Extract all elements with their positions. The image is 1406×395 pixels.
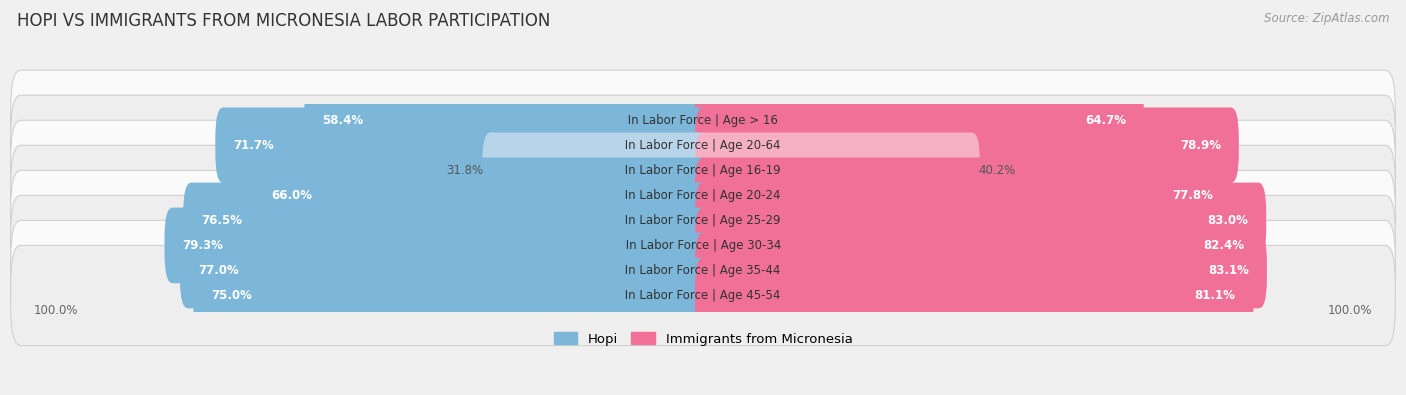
FancyBboxPatch shape bbox=[215, 107, 711, 183]
Text: Source: ZipAtlas.com: Source: ZipAtlas.com bbox=[1264, 12, 1389, 25]
FancyBboxPatch shape bbox=[695, 132, 980, 208]
FancyBboxPatch shape bbox=[695, 107, 1239, 183]
FancyBboxPatch shape bbox=[304, 83, 711, 158]
Text: In Labor Force | Age 20-64: In Labor Force | Age 20-64 bbox=[621, 139, 785, 152]
FancyBboxPatch shape bbox=[695, 233, 1267, 308]
Text: 78.9%: 78.9% bbox=[1180, 139, 1220, 152]
Text: 100.0%: 100.0% bbox=[34, 304, 79, 317]
FancyBboxPatch shape bbox=[11, 245, 1395, 346]
FancyBboxPatch shape bbox=[11, 145, 1395, 245]
Text: 79.3%: 79.3% bbox=[183, 239, 224, 252]
Text: HOPI VS IMMIGRANTS FROM MICRONESIA LABOR PARTICIPATION: HOPI VS IMMIGRANTS FROM MICRONESIA LABOR… bbox=[17, 12, 550, 30]
FancyBboxPatch shape bbox=[695, 83, 1144, 158]
FancyBboxPatch shape bbox=[482, 132, 711, 208]
Text: 82.4%: 82.4% bbox=[1204, 239, 1244, 252]
FancyBboxPatch shape bbox=[11, 120, 1395, 220]
FancyBboxPatch shape bbox=[695, 158, 1232, 233]
FancyBboxPatch shape bbox=[11, 196, 1395, 295]
Text: In Labor Force | Age 20-24: In Labor Force | Age 20-24 bbox=[621, 189, 785, 202]
Legend: Hopi, Immigrants from Micronesia: Hopi, Immigrants from Micronesia bbox=[548, 327, 858, 351]
FancyBboxPatch shape bbox=[11, 170, 1395, 271]
Text: 81.1%: 81.1% bbox=[1195, 289, 1236, 302]
Text: In Labor Force | Age 25-29: In Labor Force | Age 25-29 bbox=[621, 214, 785, 227]
FancyBboxPatch shape bbox=[11, 70, 1395, 170]
Text: 31.8%: 31.8% bbox=[447, 164, 484, 177]
FancyBboxPatch shape bbox=[11, 220, 1395, 321]
Text: In Labor Force | Age 16-19: In Labor Force | Age 16-19 bbox=[621, 164, 785, 177]
Text: 58.4%: 58.4% bbox=[322, 114, 364, 127]
FancyBboxPatch shape bbox=[165, 208, 711, 283]
Text: In Labor Force | Age 30-34: In Labor Force | Age 30-34 bbox=[621, 239, 785, 252]
FancyBboxPatch shape bbox=[695, 258, 1254, 333]
Text: 77.0%: 77.0% bbox=[198, 264, 239, 277]
Text: 66.0%: 66.0% bbox=[271, 189, 312, 202]
FancyBboxPatch shape bbox=[253, 158, 711, 233]
FancyBboxPatch shape bbox=[695, 182, 1267, 258]
Text: 100.0%: 100.0% bbox=[1327, 304, 1372, 317]
Text: 83.1%: 83.1% bbox=[1208, 264, 1249, 277]
Text: 77.8%: 77.8% bbox=[1173, 189, 1213, 202]
Text: 83.0%: 83.0% bbox=[1208, 214, 1249, 227]
Text: 75.0%: 75.0% bbox=[211, 289, 252, 302]
Text: In Labor Force | Age 45-54: In Labor Force | Age 45-54 bbox=[621, 289, 785, 302]
Text: In Labor Force | Age 35-44: In Labor Force | Age 35-44 bbox=[621, 264, 785, 277]
Text: 64.7%: 64.7% bbox=[1085, 114, 1126, 127]
Text: 40.2%: 40.2% bbox=[979, 164, 1017, 177]
FancyBboxPatch shape bbox=[183, 182, 711, 258]
Text: 71.7%: 71.7% bbox=[233, 139, 274, 152]
FancyBboxPatch shape bbox=[180, 233, 711, 308]
Text: 76.5%: 76.5% bbox=[201, 214, 242, 227]
Text: In Labor Force | Age > 16: In Labor Force | Age > 16 bbox=[624, 114, 782, 127]
FancyBboxPatch shape bbox=[11, 95, 1395, 196]
FancyBboxPatch shape bbox=[193, 258, 711, 333]
FancyBboxPatch shape bbox=[695, 208, 1263, 283]
